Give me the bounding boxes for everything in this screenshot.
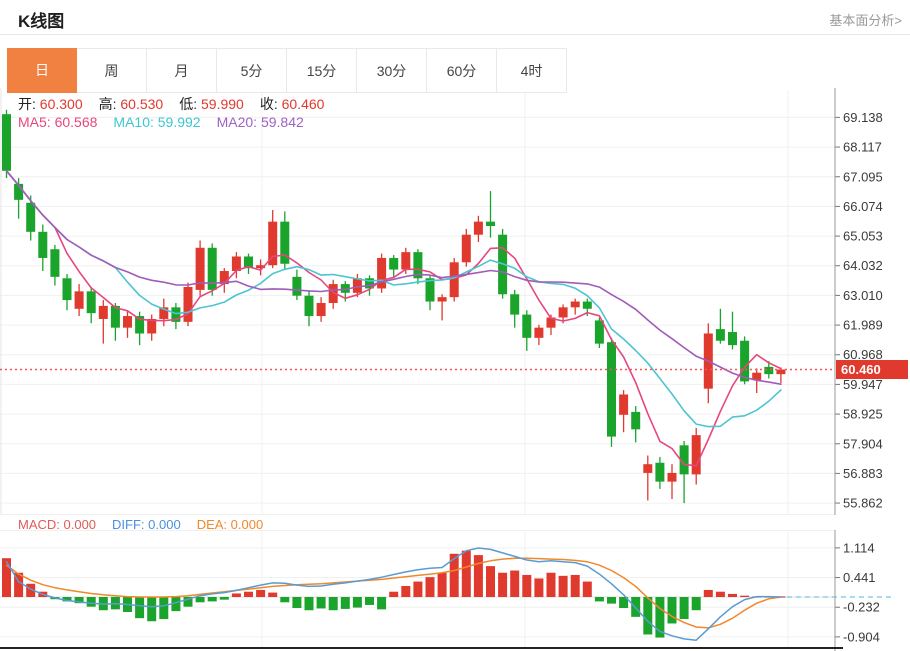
tab-30分[interactable]: 30分: [357, 48, 427, 93]
tab-15分[interactable]: 15分: [287, 48, 357, 93]
svg-text:61.989: 61.989: [843, 318, 883, 333]
svg-text:0.441: 0.441: [843, 570, 876, 585]
svg-text:-0.232: -0.232: [843, 600, 880, 615]
tab-4时[interactable]: 4时: [497, 48, 567, 93]
tab-日[interactable]: 日: [7, 48, 77, 93]
svg-text:67.095: 67.095: [843, 169, 883, 184]
svg-text:58.925: 58.925: [843, 407, 883, 422]
ohlc-close: 收: 60.460: [259, 96, 325, 112]
ohlc-open: 开: 60.300: [18, 96, 83, 112]
svg-text:-0.904: -0.904: [843, 629, 880, 644]
period-tab-bar: 日周月 5分 15分 30分 60分 4时: [7, 48, 567, 93]
svg-text:64.032: 64.032: [843, 258, 883, 273]
svg-text:63.010: 63.010: [843, 288, 883, 303]
candlestick-chart-canvas[interactable]: 69.138 68.117 67.095 66.074 65.053 64.032 63.0…: [0, 88, 910, 515]
svg-text:55.862: 55.862: [843, 496, 883, 511]
ma-ma10: MA10: 59.992: [113, 114, 201, 130]
svg-text:66.074: 66.074: [843, 199, 883, 214]
svg-text:57.904: 57.904: [843, 436, 883, 451]
macd-chart-canvas[interactable]: 1.114 0.441 -0.232 -0.904: [0, 530, 910, 651]
svg-text:65.053: 65.053: [843, 229, 883, 244]
tab-60分[interactable]: 60分: [427, 48, 497, 93]
tab-5分[interactable]: 5分: [217, 48, 287, 93]
macd-macd: MACD: 0.000: [18, 517, 97, 532]
svg-text:69.138: 69.138: [843, 110, 883, 125]
svg-text:60.968: 60.968: [843, 347, 883, 362]
ohlc-high: 高: 60.530: [98, 96, 164, 112]
page-title: K线图: [18, 12, 65, 31]
ma-row: MA5: 60.568 MA10: 59.992 MA20: 59.842: [18, 114, 320, 130]
tab-周[interactable]: 周: [77, 48, 147, 93]
header: K线图 基本面分析>: [0, 0, 910, 35]
ohlc-low: 低: 59.990: [179, 96, 244, 112]
macd-row: MACD: 0.000 DIFF: 0.000 DEA: 0.000: [18, 517, 279, 532]
fundamental-analysis-link[interactable]: 基本面分析>: [829, 13, 902, 28]
ma-ma20: MA20: 59.842: [216, 114, 304, 130]
svg-text:68.117: 68.117: [843, 140, 882, 155]
svg-text:1.114: 1.114: [843, 540, 875, 555]
tab-月[interactable]: 月: [147, 48, 217, 93]
ma-ma5: MA5: 60.568: [18, 114, 98, 130]
macd-diff: DIFF: 0.000: [112, 517, 181, 532]
last-price-tag: 60.460: [836, 360, 908, 379]
svg-text:59.947: 59.947: [843, 377, 883, 392]
macd-dea: DEA: 0.000: [196, 517, 264, 532]
svg-text:56.883: 56.883: [843, 466, 883, 481]
ohlc-row: 开: 60.300 高: 60.530 低: 59.990 收: 60.460: [18, 94, 340, 114]
